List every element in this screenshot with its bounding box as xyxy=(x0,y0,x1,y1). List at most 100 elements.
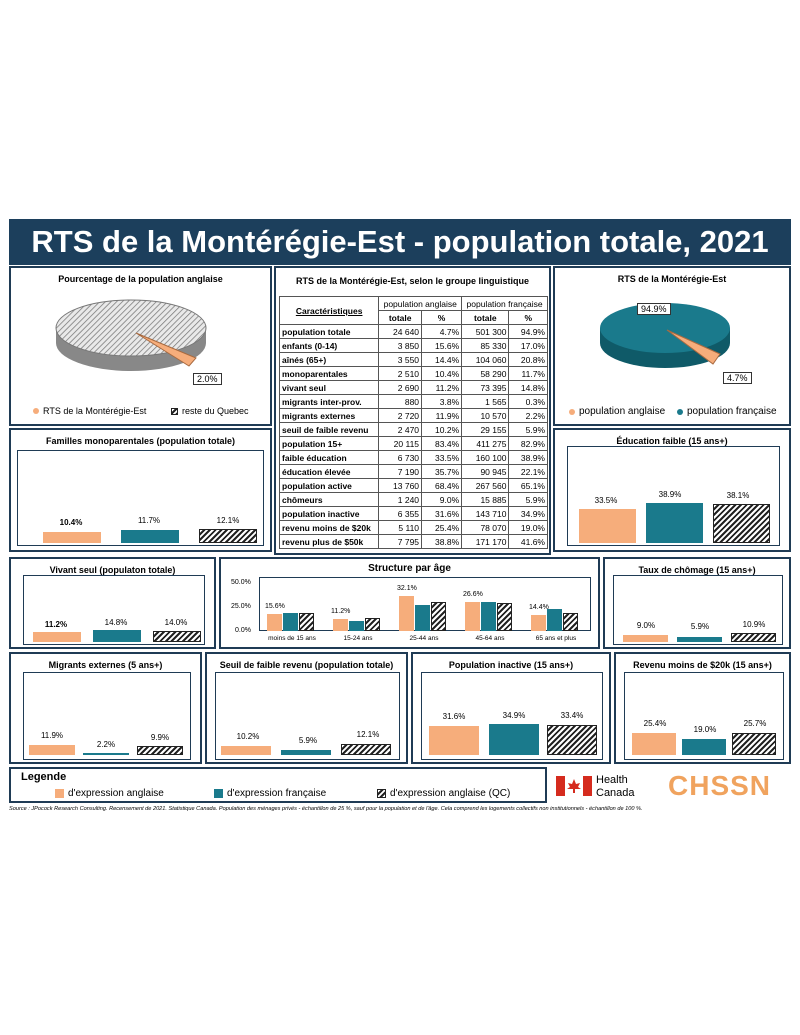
bar-english xyxy=(29,745,75,755)
table-sub-total: totale xyxy=(461,310,510,325)
cell-en-total: 2 510 xyxy=(378,366,423,381)
bar-value-label: 31.6% xyxy=(442,712,466,721)
legend-label: RTS de la Montérégie-Est xyxy=(43,406,147,416)
table-row: vivant seul 2 690 11.2% 73 395 14.8% xyxy=(278,380,548,395)
cell-fr-total: 58 290 xyxy=(461,366,510,381)
cell-en-total: 2 690 xyxy=(378,380,423,395)
bar-english-qc xyxy=(732,733,776,755)
legend-label: d'expression anglaise xyxy=(68,788,164,799)
cell-en-pct: 83.4% xyxy=(421,436,463,451)
cell-en-pct: 68.4% xyxy=(421,478,463,493)
pie-language-slice-french xyxy=(600,303,730,353)
cell-en-pct: 31.6% xyxy=(421,506,463,521)
panel-revenu-20k: Revenu moins de $20k (15 ans+) 25.4% 19.… xyxy=(614,652,791,764)
table-row: chômeurs 1 240 9.0% 15 885 5.9% xyxy=(278,492,548,507)
cell-fr-total: 73 395 xyxy=(461,380,510,395)
cell-fr-total: 78 070 xyxy=(461,520,510,535)
table-row: revenu moins de $20k 5 110 25.4% 78 070 19.0… xyxy=(278,520,548,535)
cell-fr-pct: 5.9% xyxy=(508,422,548,437)
legend-label: population française xyxy=(687,406,777,417)
legend-item-french: d'expression française xyxy=(214,788,326,799)
cell-en-total: 3 850 xyxy=(378,338,423,353)
row-label: monoparentales xyxy=(278,366,380,381)
stats-table: Caractéristiques population anglaise pop… xyxy=(278,296,548,549)
row-label: éducation élevée xyxy=(278,464,380,479)
bar-value-label: 33.4% xyxy=(560,711,584,720)
table-row: faible éducation 6 730 33.5% 160 100 38.9% xyxy=(278,450,548,465)
pie-english-legend-1: RTS de la Montérégie-Est xyxy=(33,406,146,416)
age-bar-english xyxy=(465,602,480,631)
cell-fr-pct: 22.1% xyxy=(508,464,548,479)
pie-language-label-big: 94.9% xyxy=(637,303,671,315)
health-canada-logo: Health Canada xyxy=(556,770,656,802)
cell-fr-total: 501 300 xyxy=(461,324,510,339)
cell-en-pct: 38.8% xyxy=(421,534,463,549)
legend-swatch-hatch xyxy=(171,407,178,415)
pie-english-label: 2.0% xyxy=(193,373,222,385)
legend-title: Legende xyxy=(21,771,67,783)
panel-chomage: Taux de chômage (15 ans+) 9.0% 5.9% 10.9… xyxy=(603,557,791,649)
cell-en-total: 2 720 xyxy=(378,408,423,423)
bar-english xyxy=(429,726,479,755)
row-label: population active xyxy=(278,478,380,493)
table-row: population active 13 760 68.4% 267 560 65.1% xyxy=(278,478,548,493)
bar-value-label: 10.2% xyxy=(236,732,260,741)
age-value-label: 14.4% xyxy=(529,604,549,611)
cell-fr-pct: 2.2% xyxy=(508,408,548,423)
table-row: population totale 24 640 4.7% 501 300 94.9% xyxy=(278,324,548,339)
table-row: seuil de faible revenu 2 470 10.2% 29 155 5.… xyxy=(278,422,548,437)
bar-value-label: 11.9% xyxy=(40,731,64,740)
bar-value-label: 33.5% xyxy=(594,496,618,505)
panel-title: Revenu moins de $20k (15 ans+) xyxy=(633,660,772,670)
cell-fr-pct: 34.9% xyxy=(508,506,548,521)
cell-fr-pct: 19.0% xyxy=(508,520,548,535)
cell-en-pct: 10.4% xyxy=(421,366,463,381)
age-bar-english-qc xyxy=(563,613,578,631)
legend-item-english-qc: d'expression anglaise (QC) xyxy=(377,788,510,799)
age-bar-english xyxy=(267,614,282,631)
row-label: revenu plus de $50k xyxy=(278,534,380,549)
panel-migrants-externes: Migrants externes (5 ans+) 11.9% 2.2% 9.… xyxy=(9,652,202,764)
cell-fr-total: 10 570 xyxy=(461,408,510,423)
health-canada-line1: Health xyxy=(596,774,628,786)
age-bar-french xyxy=(415,605,430,631)
table-head-english: population anglaise xyxy=(378,296,463,311)
table-sub-pct: % xyxy=(508,310,548,325)
table-panel: RTS de la Montérégie-Est, selon le group… xyxy=(274,266,551,555)
row-label: population totale xyxy=(278,324,380,339)
bar-value-label: 19.0% xyxy=(693,725,717,734)
cell-en-pct: 33.5% xyxy=(421,450,463,465)
bar-english xyxy=(221,746,271,755)
legend-swatch-hatch xyxy=(377,789,386,798)
health-canada-line2: Canada xyxy=(596,787,635,799)
cell-en-total: 7 190 xyxy=(378,464,423,479)
age-value-label: 32.1% xyxy=(397,585,417,592)
bar-value-label: 25.4% xyxy=(643,719,667,728)
cell-fr-total: 143 710 xyxy=(461,506,510,521)
bar-value-label: 14.0% xyxy=(164,618,188,627)
pie-language-panel: RTS de la Montérégie-Est 94.9% 4.7% popu… xyxy=(553,266,791,426)
panel-title: Structure par âge xyxy=(368,563,451,574)
row-label: enfants (0-14) xyxy=(278,338,380,353)
y-tick-label: 50.0% xyxy=(231,579,251,586)
age-category-label: 65 ans et plus xyxy=(535,635,577,642)
cell-en-total: 13 760 xyxy=(378,478,423,493)
cell-fr-total: 104 060 xyxy=(461,352,510,367)
cell-fr-pct: 5.9% xyxy=(508,492,548,507)
row-label: revenu moins de $20k xyxy=(278,520,380,535)
pie-english-legend-2: reste du Quebec xyxy=(171,406,249,416)
bar-value-label: 5.9% xyxy=(690,622,710,631)
cell-fr-total: 29 155 xyxy=(461,422,510,437)
cell-en-total: 6 730 xyxy=(378,450,423,465)
pie-english-panel: Pourcentage de la population anglaise 2.… xyxy=(9,266,272,426)
age-bar-english-qc xyxy=(497,603,512,631)
row-label: chômeurs xyxy=(278,492,380,507)
bar-value-label: 12.1% xyxy=(356,730,380,739)
bar-value-label: 10.9% xyxy=(742,620,766,629)
bar-value-label: 10.4% xyxy=(59,518,83,527)
legend-swatch-orange xyxy=(33,408,39,414)
panel-title: Familles monoparentales (population tota… xyxy=(45,436,236,446)
bar-french xyxy=(281,750,331,755)
cell-en-total: 1 240 xyxy=(378,492,423,507)
bar-value-label: 11.2% xyxy=(44,620,68,629)
